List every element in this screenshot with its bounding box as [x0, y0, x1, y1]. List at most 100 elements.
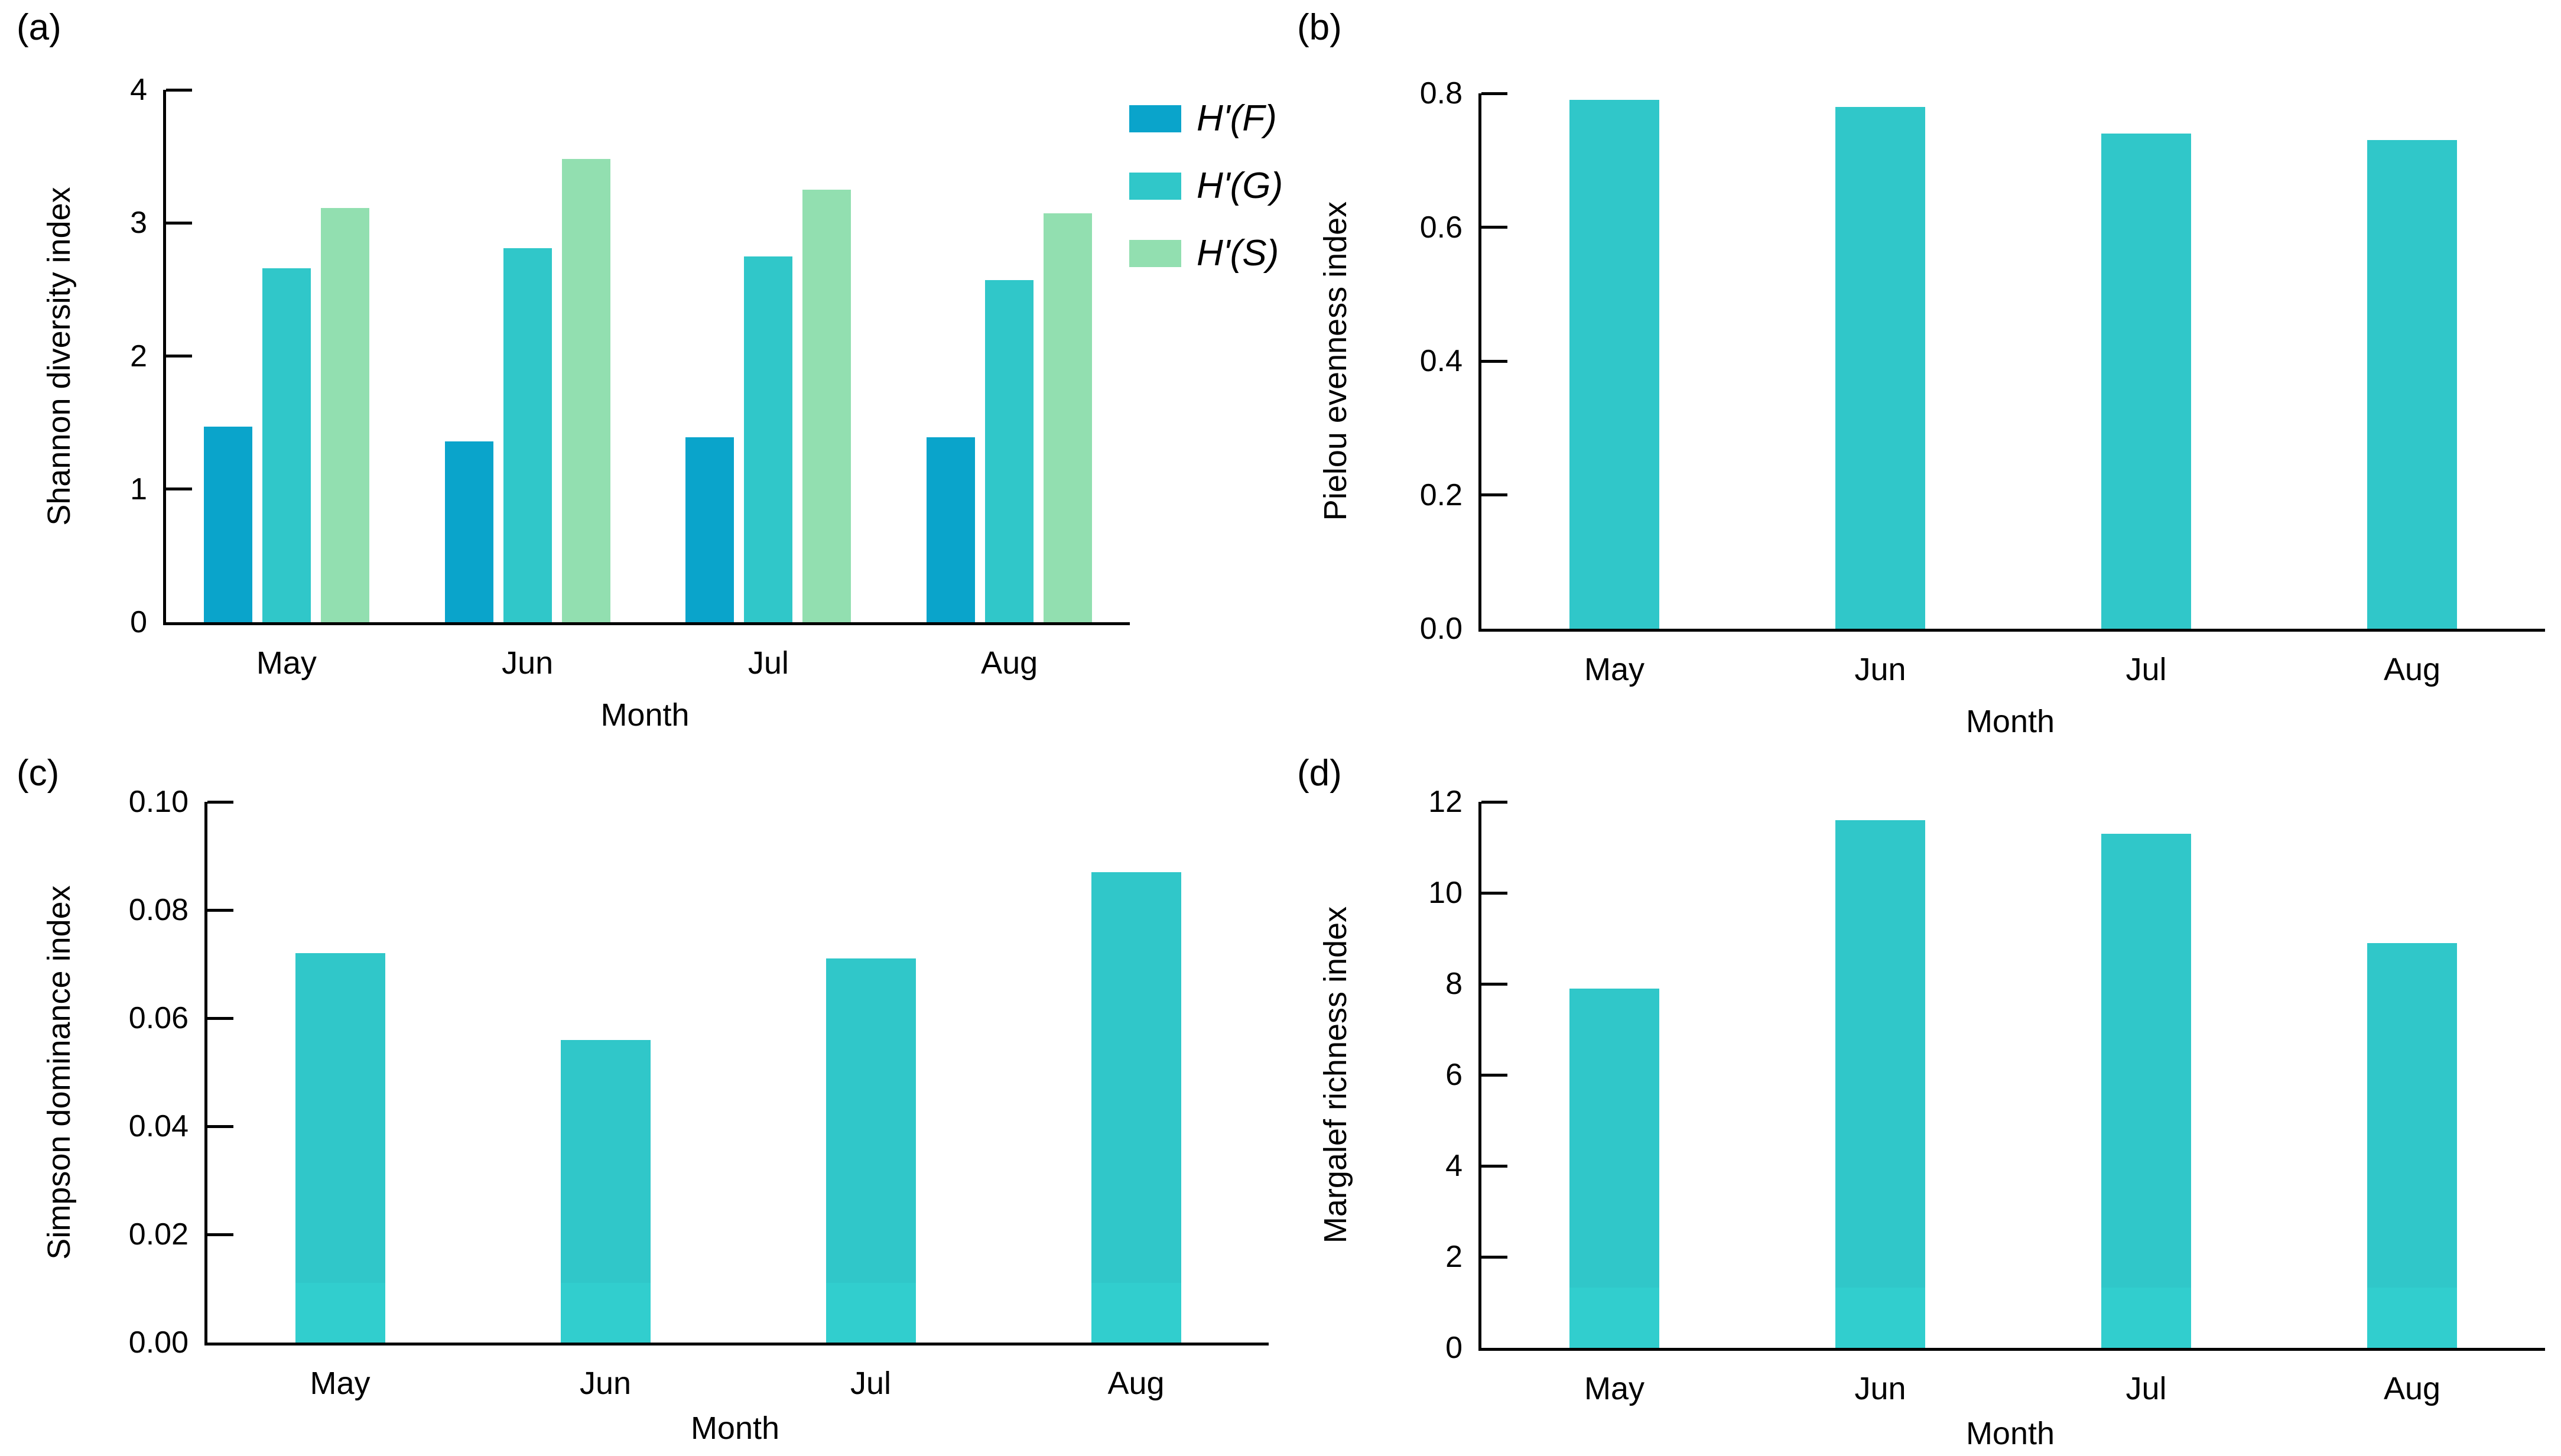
bar-d-Jun: [1835, 820, 1925, 1348]
y-tick-label: 6: [1445, 1058, 1462, 1092]
y-tick-label: 0.0: [1419, 612, 1462, 646]
legend-swatch: [1129, 240, 1181, 267]
panel-b-x-axis-title: Month: [1965, 704, 2055, 739]
panel-a-letter: (a): [17, 7, 61, 48]
bar-a-Jun-H'(F): [444, 441, 493, 622]
bar-a-Jul-H'(F): [685, 437, 734, 622]
y-tick-label: 3: [130, 206, 147, 240]
panel-c-letter: (c): [17, 753, 60, 794]
bar-b-Jun: [1835, 106, 1925, 629]
bar-a-Aug-H'(S): [1044, 213, 1093, 622]
y-tick-label: 0.6: [1419, 210, 1462, 245]
panel-d-margalef-richness: (d) Margalef richness index 0 2 4 6 8 10 12 May…: [1276, 728, 2561, 1456]
panel-d-plot-area: 0 2 4 6 8 10 12 May Jun Jul Aug: [1428, 786, 2545, 1405]
y-tick-mark: [1481, 359, 1507, 363]
x-tick-label: Jun: [579, 1366, 632, 1401]
y-tick-mark: [207, 1016, 233, 1020]
legend-swatch: [1129, 173, 1181, 200]
y-tick-label: 0.10: [128, 785, 188, 819]
x-tick-label: Jul: [850, 1366, 892, 1401]
y-tick-mark: [166, 221, 192, 225]
panel-c-simpson-dominance: (c) Simpson dominance index 0.00 0.02 0.04…: [0, 728, 1276, 1456]
bar-b-Aug: [2367, 140, 2457, 629]
y-tick-label: 8: [1445, 967, 1462, 1001]
legend-label: H'(G): [1197, 165, 1283, 206]
x-tick-label: Aug: [2383, 1371, 2441, 1406]
bar-a-Jun-H'(G): [503, 248, 552, 622]
x-tick-label: Aug: [2383, 652, 2441, 687]
y-tick-mark: [207, 1233, 233, 1236]
legend-item: H'(G): [1129, 168, 1283, 204]
y-tick-mark: [1481, 92, 1507, 95]
bar-b-Jul: [2101, 133, 2191, 629]
bar-c-Jul: [826, 958, 916, 1343]
x-tick-label: Aug: [1107, 1366, 1165, 1401]
panel-c-x-axis-title: Month: [690, 1410, 780, 1446]
x-tick-label: Jun: [502, 645, 554, 681]
bar-a-Aug-H'(G): [985, 280, 1034, 622]
bar-bottom-band: [1835, 1288, 1925, 1348]
x-tick-label: Aug: [981, 645, 1038, 681]
bar-bottom-band: [560, 1283, 651, 1343]
panel-d-y-axis-title: Margalef richness index: [1318, 906, 1353, 1244]
y-tick-label: 0.4: [1419, 344, 1462, 378]
panel-a-plot-area: 0 1 2 3 4 May Jun Jul Aug: [130, 74, 1130, 679]
y-tick-label: 0.04: [128, 1109, 188, 1143]
y-tick-mark: [166, 488, 192, 491]
bar-bottom-band: [2367, 1288, 2457, 1348]
x-tick-label: Jul: [748, 645, 789, 681]
panel-c-plot-area: 0.00 0.02 0.04 0.06 0.08 0.10 May Jun Jul Aug: [129, 786, 1269, 1399]
y-tick-mark: [1481, 1073, 1507, 1077]
bar-bottom-band: [1091, 1283, 1181, 1343]
panel-c-y-axis-title: Simpson dominance index: [41, 885, 77, 1260]
y-tick-label: 0.2: [1419, 477, 1462, 512]
panel-a-x-axis-title: Month: [600, 697, 690, 733]
y-tick-mark: [1481, 1255, 1507, 1259]
bar-bottom-band: [295, 1283, 385, 1343]
x-tick-label: May: [310, 1366, 370, 1401]
bar-d-May: [1569, 988, 1659, 1348]
bar-bottom-band: [1569, 1288, 1659, 1348]
y-tick-mark: [207, 1124, 233, 1128]
x-tick-label: May: [256, 645, 317, 681]
y-tick-mark: [207, 908, 233, 912]
bar-a-May-H'(G): [262, 268, 311, 622]
x-tick-label: May: [1584, 1371, 1645, 1406]
y-tick-label: 1: [130, 472, 147, 506]
x-tick-label: Jun: [1854, 652, 1906, 687]
bar-a-Aug-H'(F): [927, 437, 976, 622]
panel-b-pielou-evenness: (b) Pielou evenness index 0.0 0.2 0.4 0.6 0.…: [1276, 0, 2561, 737]
bar-bottom-band: [2101, 1288, 2191, 1348]
y-tick-label: 2: [130, 339, 147, 373]
panel-a-shannon-diversity: (a) Shannon diversity index 0 1 2 3 4 May Jun J…: [0, 0, 1283, 733]
y-tick-label: 10: [1428, 876, 1462, 910]
x-tick-label: May: [1584, 652, 1645, 687]
bar-a-Jul-H'(G): [744, 256, 793, 622]
legend-item: H'(F): [1129, 100, 1283, 137]
y-tick-label: 0.08: [128, 893, 188, 927]
y-tick-mark: [1481, 982, 1507, 986]
y-tick-mark: [166, 88, 192, 92]
bar-b-May: [1569, 100, 1659, 629]
bar-c-May: [295, 953, 385, 1343]
y-tick-label: 0.06: [128, 1001, 188, 1035]
y-tick-label: 0.00: [128, 1325, 188, 1360]
legend-swatch: [1129, 105, 1181, 132]
y-tick-label: 2: [1445, 1240, 1462, 1274]
legend: H'(F) H'(G) H'(S): [1129, 100, 1283, 303]
y-tick-mark: [1481, 1164, 1507, 1168]
bar-a-Jul-H'(S): [802, 189, 852, 622]
x-tick-label: Jun: [1854, 1371, 1906, 1406]
panel-b-letter: (b): [1297, 7, 1342, 48]
bar-c-Aug: [1091, 872, 1181, 1343]
y-tick-label: 12: [1428, 785, 1462, 819]
bar-a-May-H'(S): [320, 208, 369, 622]
bar-d-Jul: [2101, 833, 2191, 1348]
bar-c-Jun: [560, 1039, 651, 1343]
y-tick-mark: [207, 800, 233, 804]
panel-d-x-axis-title: Month: [1965, 1416, 2055, 1451]
panel-b-y-axis-title: Pielou evenness index: [1318, 201, 1353, 521]
legend-label: H'(F): [1197, 98, 1277, 139]
panel-a-y-axis-title: Shannon diversity index: [41, 186, 77, 526]
y-tick-mark: [166, 355, 192, 358]
